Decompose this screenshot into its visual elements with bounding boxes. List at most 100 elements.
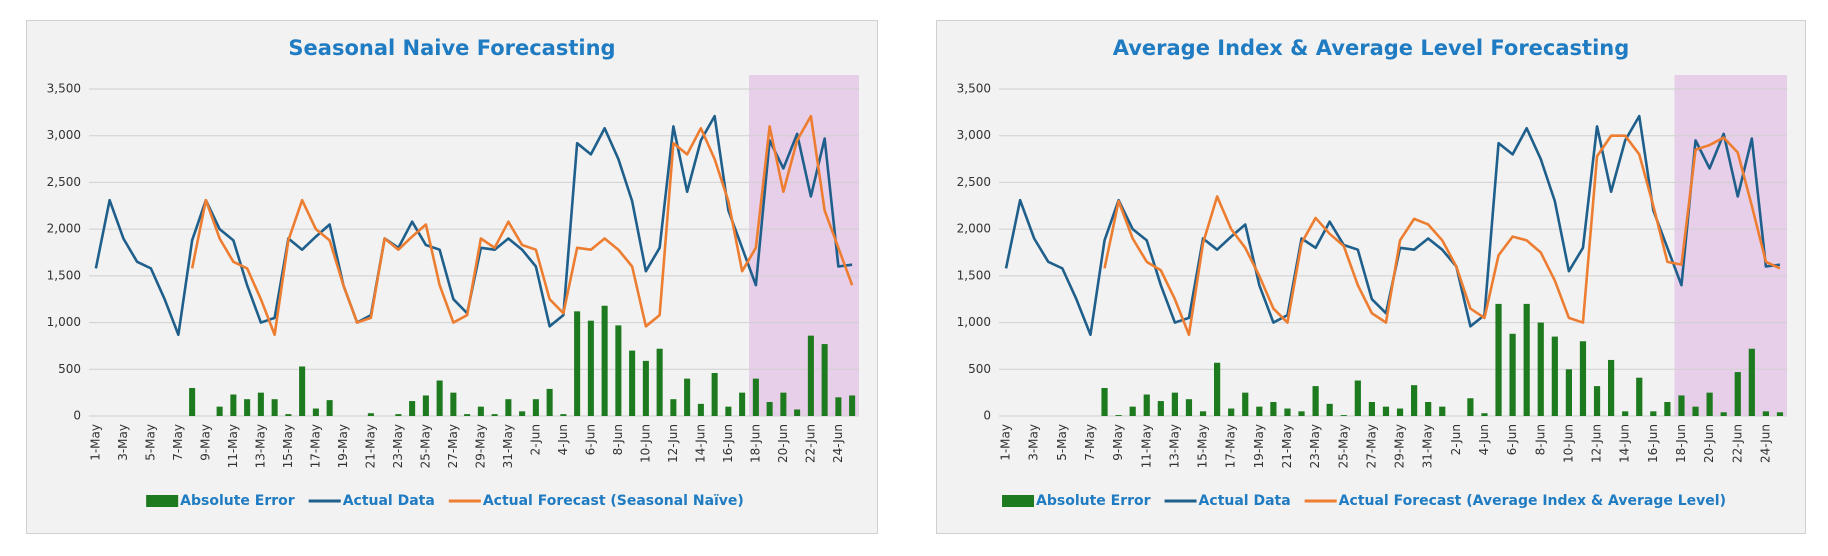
legend-label: Actual Data (343, 493, 435, 509)
bar (1650, 411, 1657, 416)
x-tick-label: 12-Jun (666, 424, 680, 463)
x-tick-label: 7-May (1083, 424, 1097, 461)
bar (1692, 406, 1699, 416)
x-tick-label: 17-May (308, 424, 322, 468)
x-tick-label: 1-May (88, 424, 102, 461)
x-tick-label: 1-May (999, 424, 1013, 461)
line (190, 114, 854, 337)
bar (629, 350, 636, 416)
legend-label: Absolute Error (1036, 493, 1151, 509)
bar (684, 378, 691, 416)
line (1103, 134, 1781, 337)
x-tick-label: 22-Jun (803, 424, 817, 463)
x-tick-label: 31-May (501, 424, 515, 468)
x-tick-label: 18-Jun (1674, 424, 1688, 463)
legend-label: Actual Forecast (Average Index & Average… (1339, 493, 1726, 509)
bar (601, 305, 608, 416)
y-tick-label: 2,500 (47, 175, 81, 189)
y-tick-label: 1,500 (957, 268, 991, 282)
bar (1495, 303, 1502, 416)
bar (780, 392, 787, 416)
bar (312, 408, 319, 416)
x-tick-label: 29-May (1393, 424, 1407, 468)
bar (1340, 415, 1347, 416)
bar (1762, 411, 1769, 416)
y-tick-label: 1,000 (957, 315, 991, 329)
bar (395, 414, 402, 416)
bar (711, 373, 718, 416)
bar (326, 400, 333, 416)
legend: Absolute Error Actual Data Actual Forecast… (1002, 493, 1726, 509)
highlight-region (749, 75, 859, 416)
bar (189, 387, 196, 416)
bar (697, 403, 704, 416)
y-tick-label: 0 (73, 409, 81, 423)
x-tick-label: 25-May (418, 424, 432, 468)
bar (519, 411, 526, 416)
bar (739, 392, 746, 416)
bar (271, 399, 278, 416)
bar (725, 406, 732, 416)
y-tick-label: 500 (968, 362, 991, 376)
bar (1636, 377, 1643, 416)
chart-panel: Average Index & Average Level Forecastin… (936, 20, 1806, 534)
bar (1242, 392, 1249, 416)
x-tick-label: 6-Jun (583, 424, 597, 455)
bar (1776, 412, 1784, 416)
bar (1382, 406, 1390, 416)
bar (285, 414, 292, 416)
x-tick-label: 5-May (1055, 424, 1069, 461)
line (94, 114, 853, 337)
y-tick-label: 3,500 (957, 82, 991, 96)
legend: Absolute Error Actual Data Actual Forecast… (146, 493, 744, 509)
bar (1425, 401, 1432, 416)
bar (1664, 401, 1671, 416)
y-tick-label: 3,000 (957, 128, 991, 142)
bar (821, 344, 828, 416)
x-tick-label: 4-Jun (1477, 424, 1491, 455)
x-tick-label: 8-Jun (611, 424, 625, 455)
bar (409, 401, 416, 416)
x-tick-label: 9-May (198, 424, 212, 461)
x-tick-label: 22-Jun (1730, 424, 1744, 463)
bar (1270, 401, 1277, 416)
y-tick-label: 2,500 (957, 175, 991, 189)
bar (1565, 369, 1572, 416)
y-tick-label: 2,000 (47, 222, 81, 236)
x-tick-label: 21-May (363, 424, 377, 468)
bar (574, 311, 581, 416)
x-tick-label: 11-May (1139, 424, 1153, 468)
x-tick-label: 20-Jun (776, 424, 790, 463)
legend-swatch (1002, 495, 1035, 507)
bar (299, 366, 306, 416)
bar (1396, 408, 1404, 416)
legend-swatch (146, 495, 179, 507)
y-tick-label: 2,000 (957, 222, 991, 236)
x-tick-label: 18-Jun (748, 424, 762, 463)
bar (1509, 333, 1516, 416)
bar (1115, 415, 1122, 416)
x-tick-label: 24-Jun (1758, 424, 1772, 463)
bar (505, 399, 512, 416)
x-tick-label: 31-May (1421, 424, 1435, 468)
bar (1608, 359, 1615, 416)
bar (450, 392, 457, 416)
x-tick-label: 27-May (1364, 424, 1378, 468)
bar (615, 325, 622, 416)
bar (1284, 408, 1291, 416)
x-tick-label: 4-Jun (556, 424, 570, 455)
x-tick-label: 13-May (253, 424, 267, 468)
x-tick-label: 25-May (1336, 424, 1350, 468)
bar (1256, 406, 1263, 416)
bar (752, 378, 759, 416)
bar (1748, 348, 1755, 416)
x-tick-label: 9-May (1111, 424, 1125, 461)
bar (1622, 411, 1629, 416)
x-tick-label: 12-Jun (1590, 424, 1604, 463)
bar (560, 414, 567, 416)
x-tick-label: 7-May (171, 424, 185, 461)
y-tick-label: 3,000 (47, 128, 81, 142)
x-tick-label: 2-Jun (528, 424, 542, 455)
bar (1157, 401, 1164, 416)
